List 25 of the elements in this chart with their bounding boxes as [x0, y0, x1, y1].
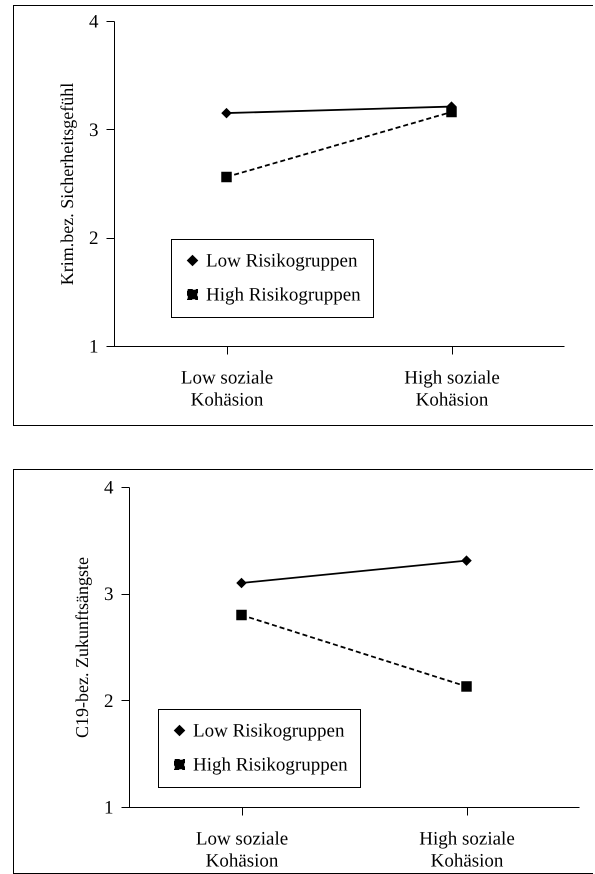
point [221, 108, 232, 118]
point [461, 555, 472, 566]
legend-label: Low Risikogruppen [206, 250, 358, 272]
point [236, 578, 247, 588]
y-axis-title: Krim.bez. Sicherheitsgefühl [57, 82, 77, 286]
x-tick-label: High soziale Kohäsion [419, 828, 515, 872]
point [461, 681, 472, 692]
point [221, 172, 232, 182]
y-tick-label: 1 [89, 336, 98, 358]
x-tick-label: Low soziale Kohäsion [180, 368, 274, 410]
point [446, 106, 457, 118]
y-tick-label: 4 [104, 478, 114, 498]
x-tick-label: High soziale Kohäsion [404, 368, 500, 410]
y-tick-label: 2 [104, 690, 114, 712]
y-tick-label: 3 [89, 120, 98, 141]
y-tick-label: 3 [104, 584, 114, 606]
point [236, 610, 247, 620]
legend-label: High Risikogruppen [193, 754, 348, 776]
y-axis-title: C19-bez. Zukunftsängste [72, 557, 92, 738]
y-tick-label: 2 [89, 228, 98, 250]
y-tick-label: 1 [104, 798, 114, 818]
x-tick-label: Low soziale Kohäsion [196, 828, 288, 872]
legend-label: High Risikogruppen [206, 284, 362, 306]
y-tick-label: 4 [89, 12, 99, 32]
legend-label: Low Risikogruppen [193, 720, 345, 742]
